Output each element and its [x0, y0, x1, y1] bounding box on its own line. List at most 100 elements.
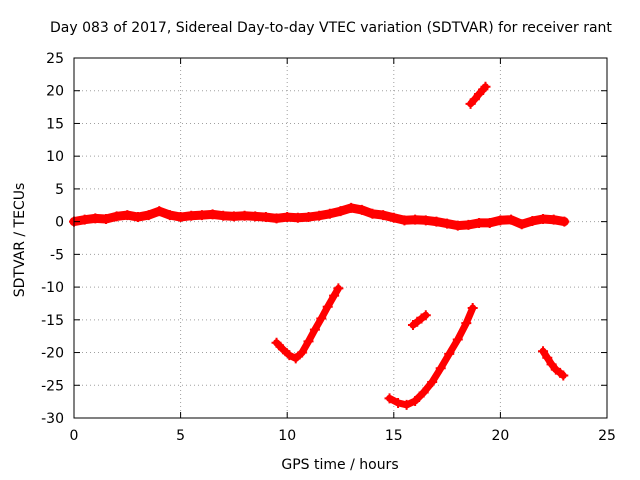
y-tick-label: -15: [41, 313, 64, 329]
y-tick-label: -5: [50, 247, 64, 263]
x-axis-ticks: 0 5 10 15 20 25: [70, 58, 616, 444]
data-point: [90, 213, 101, 224]
y-tick-label: 0: [55, 215, 64, 231]
data-point: [333, 283, 344, 294]
data-point: [228, 211, 239, 222]
data-point: [418, 387, 429, 398]
data-point: [367, 208, 378, 219]
data-point: [427, 377, 438, 387]
y-axis-ticks: -30 -25 -20 -15 -10 -5 0 5 10 15 20 25: [41, 51, 607, 427]
data-point: [239, 210, 250, 221]
data-point: [303, 212, 314, 223]
series-arc2: [384, 303, 478, 410]
data-point: [452, 220, 463, 231]
data-point: [314, 210, 325, 221]
data-point: [461, 318, 472, 329]
data-point: [410, 214, 421, 225]
y-axis-label: SDTVAR / TECUs: [12, 182, 28, 298]
data-point: [469, 94, 480, 105]
grid-lines: [74, 58, 607, 418]
data-point: [442, 218, 453, 229]
data-point: [175, 212, 186, 223]
y-tick-label: -10: [41, 280, 64, 296]
data-point: [452, 334, 463, 345]
y-tick-label: -30: [41, 411, 64, 427]
data-point: [122, 210, 133, 221]
data-point: [420, 215, 431, 226]
data-point: [538, 214, 549, 225]
data-point: [548, 214, 559, 225]
chart-title: Day 083 of 2017, Sidereal Day-to-day VTE…: [50, 20, 612, 36]
data-point: [277, 344, 288, 355]
data-point: [100, 214, 111, 225]
data-point: [420, 310, 431, 321]
x-tick-label: 15: [385, 428, 403, 444]
y-tick-label: -20: [41, 346, 64, 362]
x-tick-label: 25: [598, 428, 616, 444]
data-point: [297, 347, 308, 358]
data-point: [164, 210, 175, 221]
data-point: [410, 395, 421, 406]
data-point: [303, 336, 314, 347]
data-point: [143, 210, 154, 221]
x-tick-label: 10: [278, 428, 296, 444]
x-axis-label: GPS time / hours: [281, 457, 399, 473]
data-point: [393, 397, 404, 408]
data-point: [516, 219, 527, 230]
data-point: [399, 215, 410, 226]
data-point: [356, 204, 367, 215]
plot-frame: [73, 57, 608, 419]
data-point: [324, 208, 335, 219]
data-point: [401, 399, 412, 410]
data-point: [154, 206, 165, 217]
data-point: [558, 370, 569, 381]
series-band: [409, 311, 430, 329]
data-point: [260, 212, 271, 223]
series-arc3: [407, 310, 431, 331]
y-tick-label: 20: [46, 84, 64, 100]
data-point: [290, 353, 301, 364]
y-tick-label: 15: [46, 116, 64, 132]
data-point: [271, 213, 282, 224]
series-band: [273, 284, 342, 362]
data-point: [284, 350, 295, 361]
data-point: [388, 212, 399, 223]
data-point: [495, 215, 506, 226]
y-tick-label: 10: [46, 149, 64, 165]
data-point: [132, 212, 143, 223]
data-point: [378, 210, 389, 221]
data-point: [207, 209, 218, 220]
plot-area: [69, 81, 570, 410]
data-point: [431, 216, 442, 227]
data-point: [506, 214, 517, 225]
x-tick-label: 0: [70, 428, 79, 444]
data-point: [538, 346, 549, 357]
x-tick-label: 20: [491, 428, 509, 444]
data-point: [271, 337, 282, 348]
data-point: [542, 352, 553, 363]
data-point: [196, 210, 207, 221]
data-point: [322, 301, 333, 312]
data-point: [480, 81, 491, 92]
data-point: [463, 219, 474, 230]
data-point: [79, 214, 90, 225]
data-point: [316, 313, 327, 324]
series-baseline: [69, 202, 570, 231]
data-point: [186, 210, 197, 221]
data-point: [435, 363, 446, 374]
data-point: [467, 303, 478, 314]
series-arc1: [271, 283, 344, 364]
series-arc4: [465, 81, 491, 109]
data-point: [546, 359, 557, 370]
data-point: [282, 212, 293, 223]
data-point: [559, 216, 570, 227]
data-point: [292, 212, 303, 223]
data-point: [309, 324, 320, 335]
y-tick-label: 5: [55, 182, 64, 198]
data-point: [335, 206, 346, 217]
data-point: [474, 217, 485, 228]
data-point: [250, 211, 261, 222]
data-point: [329, 290, 340, 301]
data-point: [484, 217, 495, 228]
